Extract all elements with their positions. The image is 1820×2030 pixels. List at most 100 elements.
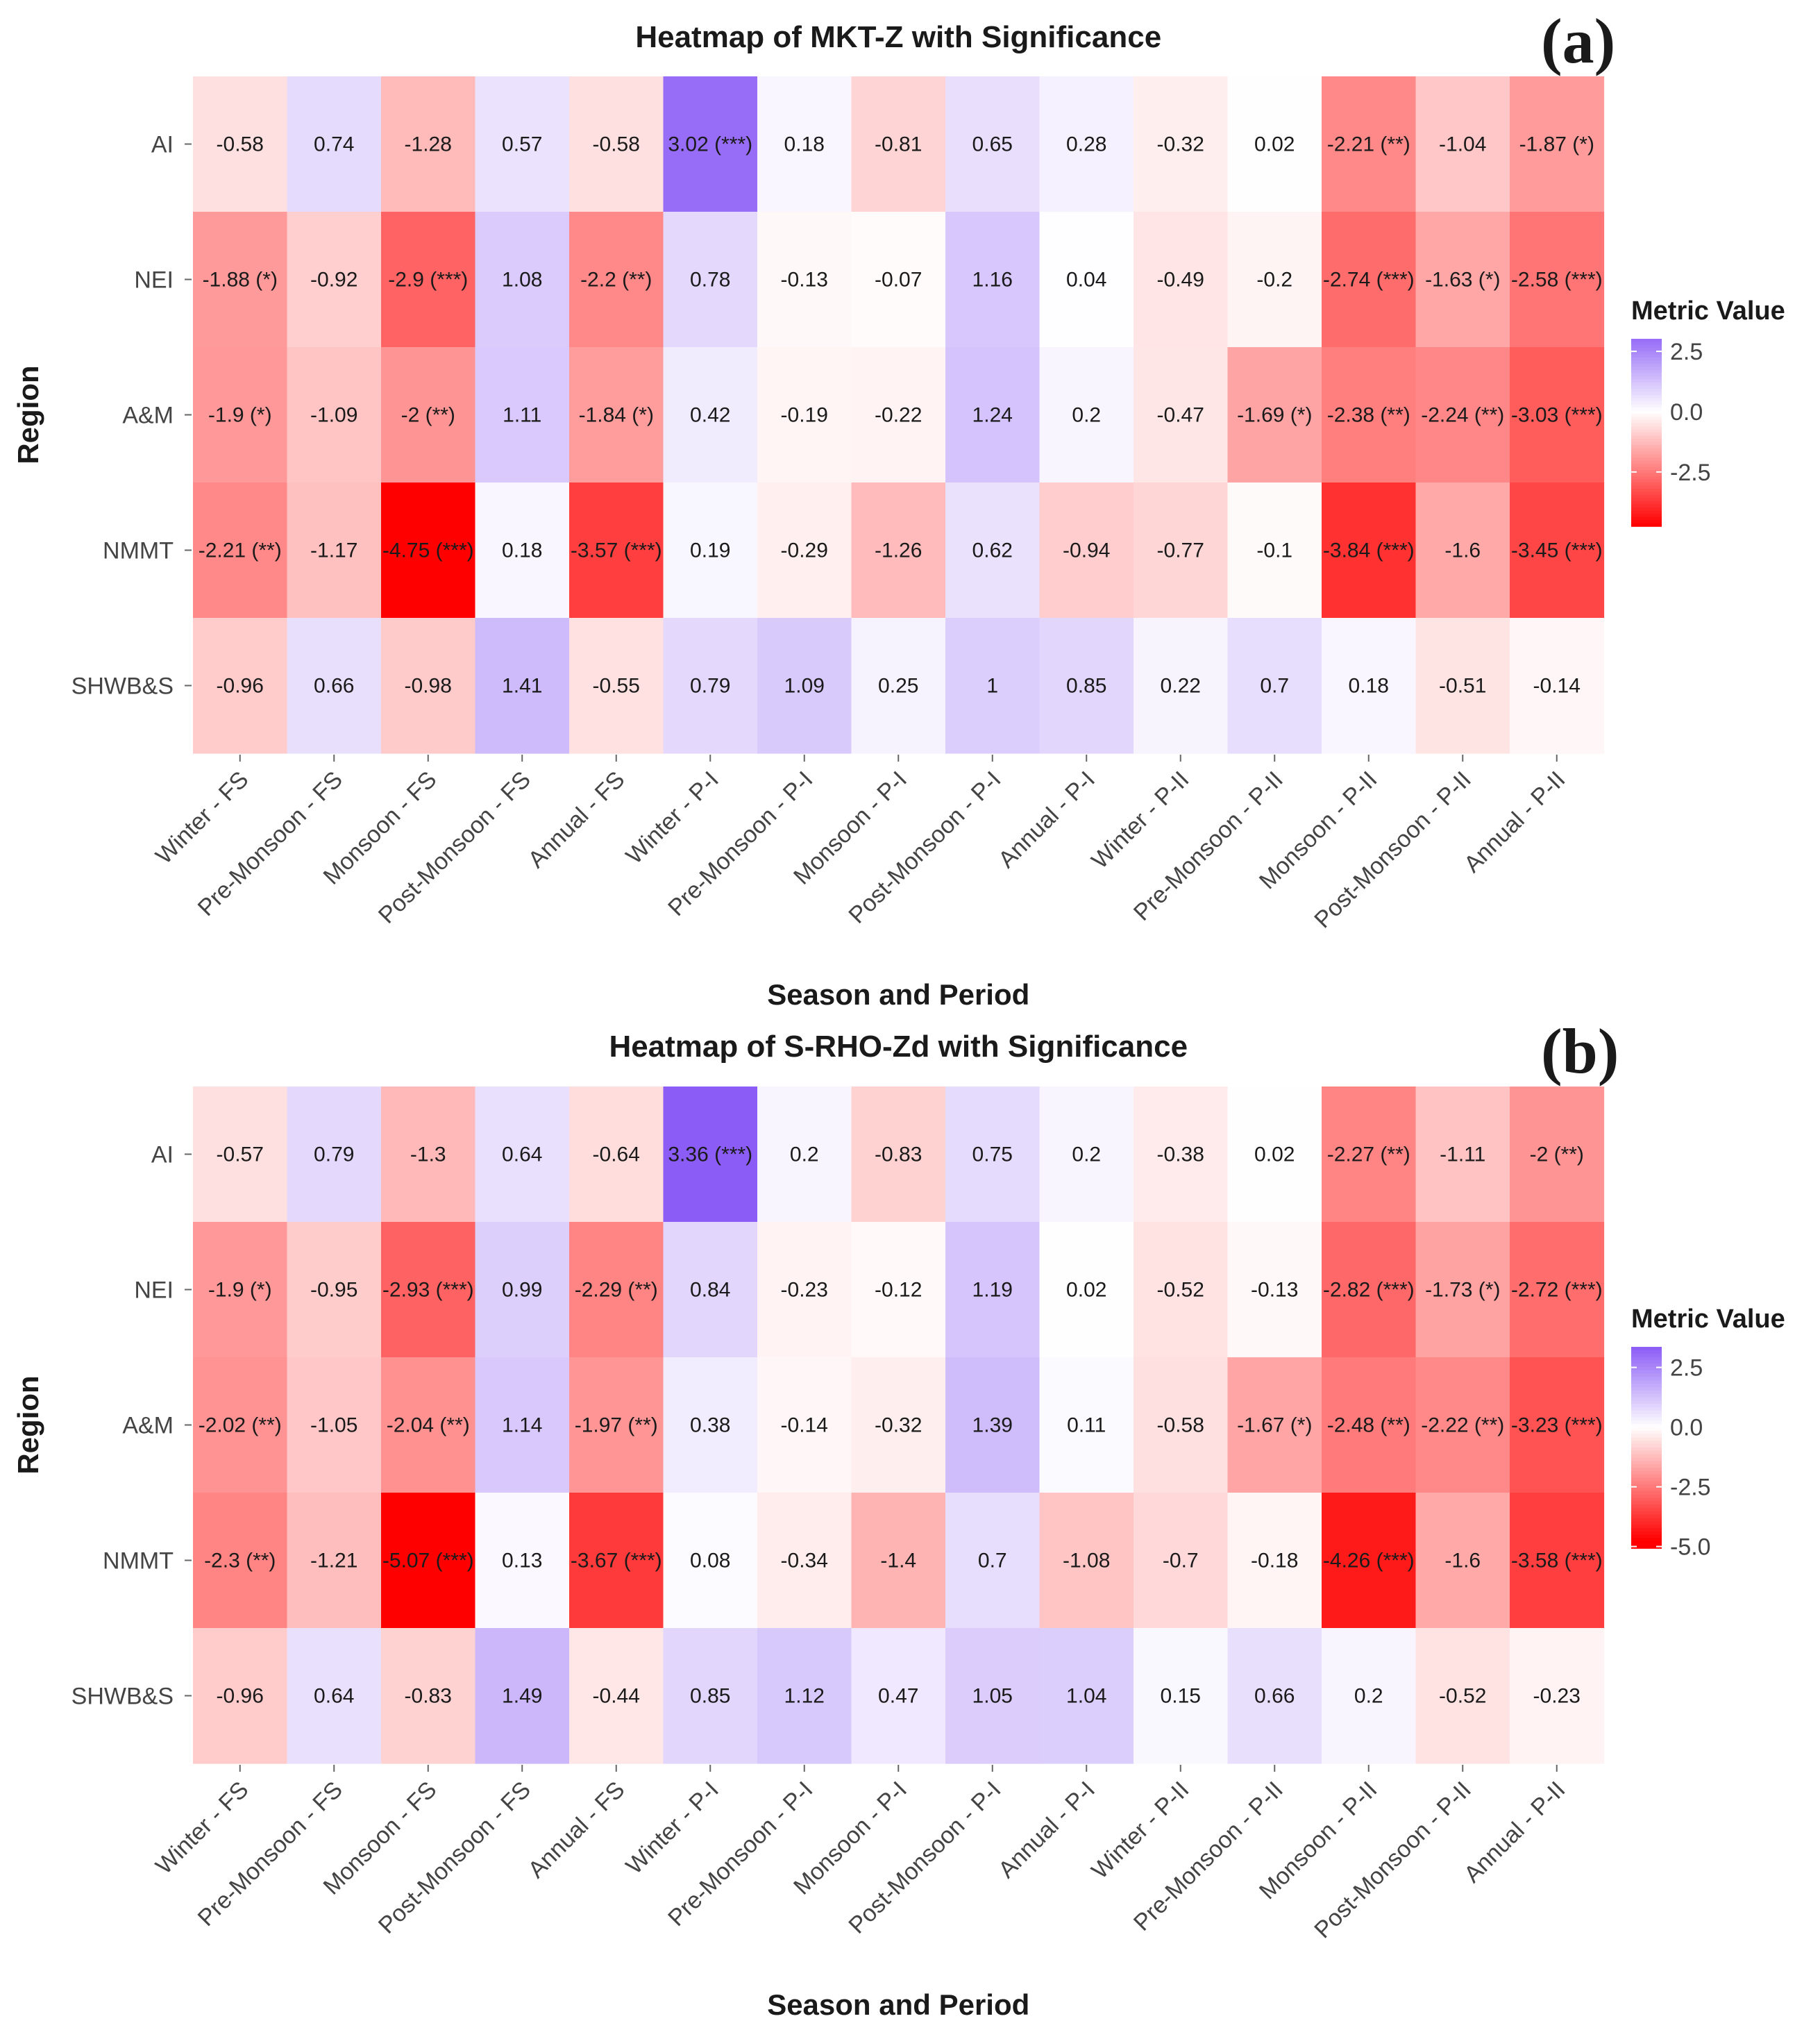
- heatmap-cell: [287, 212, 382, 348]
- cell-label: 0.04: [1066, 269, 1106, 292]
- cell-label: 1.04: [1066, 1685, 1106, 1708]
- heatmap-cell: [569, 483, 664, 619]
- cell-label: 0.64: [502, 1143, 542, 1166]
- legend-color-step: [1631, 1430, 1662, 1435]
- legend-color-step: [1631, 423, 1662, 427]
- legend-color-step: [1631, 364, 1662, 368]
- cell-label: 0.47: [878, 1685, 918, 1708]
- legend-color-step: [1631, 1400, 1662, 1404]
- heatmap-cell: [1039, 1493, 1134, 1629]
- cell-label: 1.09: [784, 675, 825, 698]
- cell-label: -2.29 (**): [575, 1279, 658, 1302]
- legend-color-step: [1631, 1407, 1662, 1411]
- heatmap-cell: [1134, 1087, 1229, 1223]
- heatmap-cell: [1510, 212, 1605, 348]
- cell-label: -3.45 (***): [1511, 539, 1603, 562]
- cell-label: 0.57: [502, 133, 542, 156]
- cell-label: 0.74: [314, 133, 354, 156]
- heatmap-cell: [569, 618, 664, 754]
- y-tick-label: SHWB&S: [71, 1684, 174, 1710]
- legend-color-step: [1631, 489, 1662, 493]
- legend-color-step: [1631, 435, 1662, 439]
- y-tick-label: NEI: [134, 1277, 174, 1304]
- cell-label: -1.26: [875, 539, 922, 562]
- legend-color-step: [1631, 408, 1662, 412]
- cell-label: -1.6: [1444, 539, 1481, 562]
- heatmap-cell: [1510, 1628, 1605, 1764]
- cell-label: -1.63 (*): [1425, 269, 1500, 292]
- cell-label: 0.38: [690, 1414, 730, 1437]
- heatmap-cell: [945, 76, 1040, 212]
- cell-label: 0.2: [790, 1143, 819, 1166]
- cell-label: 1.24: [972, 404, 1013, 427]
- heatmap-cell: [851, 1628, 946, 1764]
- cell-label: -4.26 (***): [1323, 1550, 1415, 1572]
- legend-color-step: [1631, 439, 1662, 443]
- legend-color-step: [1631, 392, 1662, 396]
- heatmap-cell: [1510, 1493, 1605, 1629]
- heatmap-cell: [663, 347, 758, 483]
- cell-label: 0.42: [690, 404, 730, 427]
- legend-color-step: [1631, 398, 1662, 402]
- cell-label: -3.03 (***): [1511, 404, 1603, 427]
- x-tick-label: Post-Monsoon - FS: [373, 1777, 536, 1939]
- cell-label: -0.14: [781, 1414, 828, 1437]
- cell-label: -0.81: [875, 133, 922, 156]
- legend-color-step: [1631, 1545, 1662, 1549]
- cell-label: -2.93 (***): [382, 1279, 474, 1302]
- heatmap-cell: [1415, 1222, 1510, 1358]
- heatmap-cell: [1322, 212, 1417, 348]
- legend-color-step: [1631, 376, 1662, 380]
- cell-label: -2.02 (**): [199, 1414, 282, 1437]
- legend: Metric Value 2.5 0.0 -2.5 -5.0: [1631, 1305, 1785, 1561]
- heatmap-cell: [1322, 347, 1417, 483]
- heatmap-cell: [193, 618, 288, 754]
- heatmap-cell: [945, 1357, 1040, 1493]
- legend-color-step: [1631, 1393, 1662, 1398]
- heatmap-cell: [1322, 1087, 1417, 1223]
- legend-color-step: [1631, 460, 1662, 464]
- cell-label: -0.94: [1063, 539, 1110, 562]
- cell-label: -0.23: [1533, 1685, 1581, 1708]
- heatmap-cell: [663, 618, 758, 754]
- cell-label: -0.14: [1533, 675, 1581, 698]
- heatmap-cell: [945, 618, 1040, 754]
- heatmap-cell: [569, 1222, 664, 1358]
- legend-color-step: [1631, 1541, 1662, 1545]
- x-tick-label: Post-Monsoon - P-II: [1309, 766, 1476, 934]
- chart-title: Heatmap of MKT-Z with Significance: [635, 20, 1161, 54]
- cell-label: -0.38: [1157, 1143, 1204, 1166]
- heatmap-cell: [381, 483, 476, 619]
- legend-color-step: [1631, 1457, 1662, 1462]
- heatmap-cell: [381, 1357, 476, 1493]
- heatmap-cell: [475, 1222, 570, 1358]
- cell-label: 0.66: [314, 675, 354, 698]
- cell-label: 1.12: [784, 1685, 825, 1708]
- legend-tick-label: 2.5: [1670, 339, 1703, 365]
- heatmap-cell: [569, 1357, 664, 1493]
- heatmap-cell: [757, 1087, 852, 1223]
- cell-label: -1.21: [310, 1550, 357, 1572]
- heatmap-cell: [663, 1628, 758, 1764]
- cell-label: 0.75: [972, 1143, 1013, 1166]
- heatmap-cell: [475, 483, 570, 619]
- cell-label: 0.85: [1066, 675, 1106, 698]
- legend-color-step: [1631, 379, 1662, 383]
- legend-color-step: [1631, 342, 1662, 346]
- legend-color-step: [1631, 410, 1662, 414]
- heatmap-cell: [1415, 1357, 1510, 1493]
- x-tick-label: Post-Monsoon - P-II: [1309, 1777, 1476, 1944]
- legend-color-step: [1631, 514, 1662, 518]
- heatmap-cell: [1322, 1493, 1417, 1629]
- cell-label: -2.38 (**): [1327, 404, 1410, 427]
- legend-color-step: [1631, 1384, 1662, 1388]
- legend-color-step: [1631, 401, 1662, 405]
- heatmap-cell: [663, 1222, 758, 1358]
- heatmap-cell: [475, 1357, 570, 1493]
- heatmap-cell: [851, 212, 946, 348]
- legend-color-step: [1631, 345, 1662, 349]
- legend-color-step: [1631, 501, 1662, 505]
- heatmap-cell: [475, 212, 570, 348]
- legend-color-step: [1631, 1377, 1662, 1382]
- cell-label: -2.58 (***): [1511, 269, 1603, 292]
